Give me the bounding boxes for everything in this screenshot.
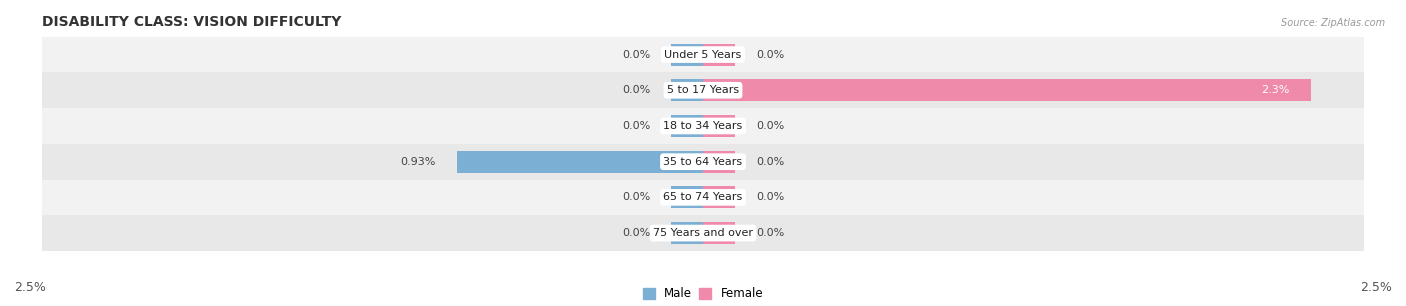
Text: 0.0%: 0.0% (621, 50, 650, 60)
Bar (703, 79, 1310, 101)
Bar (42, 144, 1364, 180)
Bar (671, 186, 703, 208)
Bar (457, 151, 703, 173)
Text: 0.0%: 0.0% (756, 192, 785, 202)
Bar (703, 186, 735, 208)
Text: DISABILITY CLASS: VISION DIFFICULTY: DISABILITY CLASS: VISION DIFFICULTY (42, 15, 342, 28)
Text: 2.5%: 2.5% (14, 281, 46, 294)
Text: 0.0%: 0.0% (621, 228, 650, 238)
Bar (42, 180, 1364, 215)
Bar (42, 215, 1364, 251)
Text: 0.0%: 0.0% (621, 121, 650, 131)
Text: Source: ZipAtlas.com: Source: ZipAtlas.com (1281, 18, 1385, 28)
Bar (42, 73, 1364, 108)
Bar (703, 151, 735, 173)
Text: 0.0%: 0.0% (756, 228, 785, 238)
Bar (671, 222, 703, 244)
Bar (703, 115, 735, 137)
Bar (671, 43, 703, 66)
Text: 75 Years and over: 75 Years and over (652, 228, 754, 238)
Bar (42, 37, 1364, 73)
Bar (703, 43, 735, 66)
Text: 0.0%: 0.0% (756, 50, 785, 60)
Text: 18 to 34 Years: 18 to 34 Years (664, 121, 742, 131)
Bar (42, 108, 1364, 144)
Text: 0.93%: 0.93% (401, 157, 436, 167)
Bar (671, 115, 703, 137)
Text: 2.3%: 2.3% (1261, 85, 1289, 95)
Text: 0.0%: 0.0% (621, 192, 650, 202)
Text: 5 to 17 Years: 5 to 17 Years (666, 85, 740, 95)
Bar (671, 79, 703, 101)
Text: 35 to 64 Years: 35 to 64 Years (664, 157, 742, 167)
Legend: Male, Female: Male, Female (638, 282, 768, 305)
Text: 65 to 74 Years: 65 to 74 Years (664, 192, 742, 202)
Bar (703, 222, 735, 244)
Text: 2.5%: 2.5% (1360, 281, 1392, 294)
Text: 0.0%: 0.0% (756, 157, 785, 167)
Text: Under 5 Years: Under 5 Years (665, 50, 741, 60)
Text: 0.0%: 0.0% (621, 85, 650, 95)
Text: 0.0%: 0.0% (756, 121, 785, 131)
